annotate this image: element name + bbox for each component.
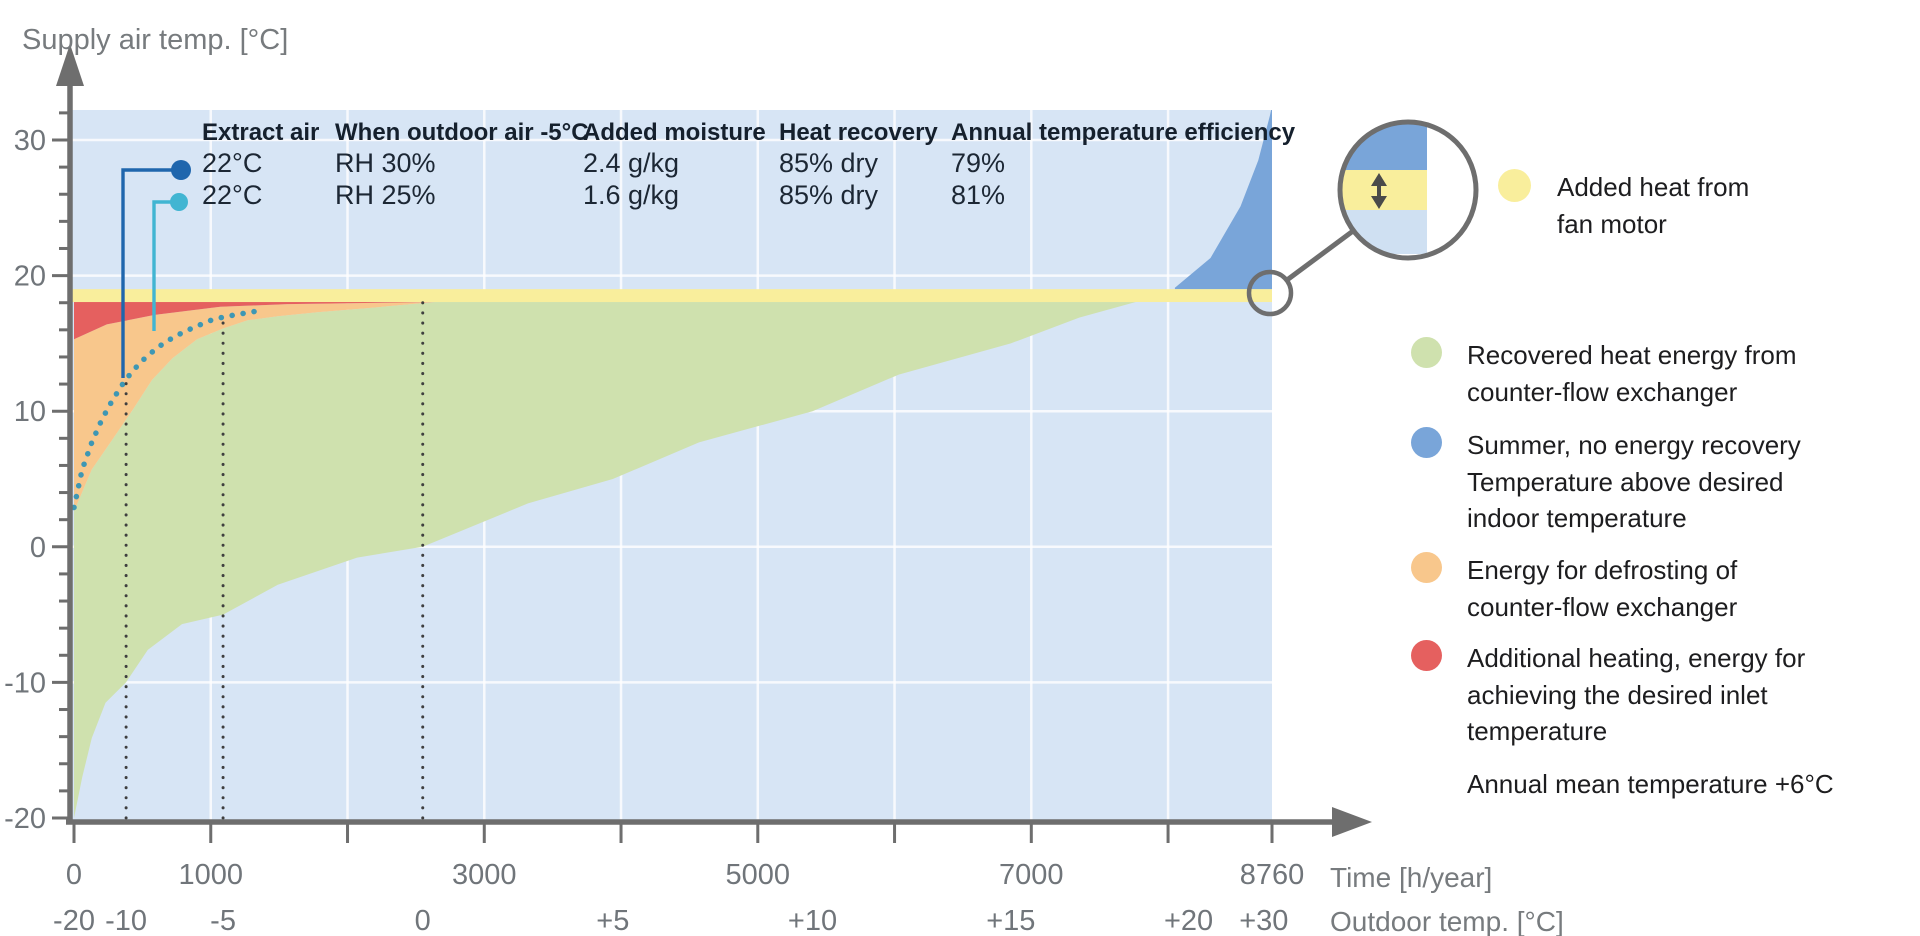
y-tick-label: -10 <box>4 667 46 699</box>
outdoor-temp-label: +10 <box>788 905 837 936</box>
row1_connector-dot <box>171 160 191 180</box>
plot-area <box>72 110 1272 820</box>
axes: -20 -10 0 10 20 30 0 1000 3000 5000 7000 8760 -20 -10… <box>4 44 1372 936</box>
outdoor-temp-label: +30 <box>1239 905 1288 936</box>
area-defrost-energy <box>74 302 435 512</box>
time-tick-label: 7000 <box>999 859 1064 891</box>
area-recovered-heat <box>74 301 1138 818</box>
time-tick-label: 5000 <box>726 859 791 891</box>
legend-item-annual-mean: Annual mean temperature +6°C <box>1411 766 1834 803</box>
x-axis-title-time: Time [h/year] <box>1330 862 1493 893</box>
defrost-limit-dotted-curve <box>72 308 258 511</box>
outdoor-temp-label: -20 <box>53 905 95 936</box>
time-tick-label: 1000 <box>179 859 244 891</box>
y-axis-title: Supply air temp. [°C] <box>22 24 289 56</box>
area-additional-heating <box>74 300 435 340</box>
outdoor-temp-label: 0 <box>415 905 431 936</box>
table-cell: RH 30% <box>335 148 436 178</box>
summer-swatch <box>1411 427 1442 458</box>
table-cell: 22°C <box>202 180 263 210</box>
legend-line: counter-flow exchanger <box>1467 591 1738 622</box>
outdoor-temp-label: +5 <box>596 905 629 936</box>
time-tick-label: 3000 <box>452 859 517 891</box>
table-cell: 79% <box>951 148 1006 178</box>
legend-line: counter-flow exchanger <box>1467 376 1738 407</box>
table-cell: 22°C <box>202 148 263 178</box>
legend-fan-line: Added heat from <box>1557 172 1750 202</box>
outdoor-temp-label: -10 <box>105 905 147 936</box>
table-header-annual-efficiency: Annual temperature efficiency <box>951 119 1296 146</box>
legend-line: Recovered heat energy from <box>1467 340 1797 370</box>
table-cell: 81% <box>951 180 1006 210</box>
fan-heat-swatch <box>1498 169 1531 202</box>
lens-small-circle <box>1246 269 1294 317</box>
outdoor-temp-label: +15 <box>986 905 1035 936</box>
table-header-extract-air: Extract air <box>202 119 320 146</box>
lens-big-circle <box>1337 119 1479 261</box>
lens-content <box>1340 124 1427 254</box>
table-header-heat-recovery: Heat recovery <box>779 119 938 146</box>
x-axis-arrow <box>1332 807 1372 837</box>
y-tick-label: -20 <box>4 803 46 835</box>
legend-line: Energy for defrosting of <box>1467 555 1738 585</box>
magnifier <box>1246 119 1479 317</box>
time-tick-label: 8760 <box>1240 859 1305 891</box>
legend-item-summer: Summer, no energy recovery Temperature a… <box>1411 427 1801 537</box>
legend-item-recovered-heat: Recovered heat energy from counter-flow … <box>1411 337 1797 410</box>
lens-link-line <box>1285 228 1355 283</box>
legend-fan-line: fan motor <box>1557 208 1667 239</box>
lens-stripe-1 <box>1340 170 1427 210</box>
table-header-outdoor-condition: When outdoor air -5°C <box>335 119 589 146</box>
table-header-added-moisture: Added moisture <box>583 119 766 146</box>
table-cell: 85% dry <box>779 148 879 178</box>
defrost-swatch <box>1411 552 1442 583</box>
legend-line: Additional heating, energy for <box>1467 643 1806 673</box>
x-axis-title-outdoor: Outdoor temp. [°C] <box>1330 906 1564 936</box>
legend-fan-heat: Added heat from fan motor <box>1498 169 1749 242</box>
y-tick-label: 20 <box>14 261 46 293</box>
legend-line: temperature <box>1467 716 1608 746</box>
legend-line: Summer, no energy recovery <box>1467 430 1801 460</box>
additional-heating-swatch <box>1411 640 1442 671</box>
outdoor-temp-label: -5 <box>210 905 236 936</box>
y-tick-label: 10 <box>14 396 46 428</box>
table-cell: 2.4 g/kg <box>583 148 680 178</box>
legend-line: Temperature above desired <box>1467 466 1784 497</box>
outdoor-temp-label: +20 <box>1164 905 1213 936</box>
row1_connector-line <box>121 168 181 378</box>
lens-arrowhead-up <box>1371 173 1387 186</box>
legend-line: Annual mean temperature +6°C <box>1467 769 1834 799</box>
legend-line: achieving the desired inlet <box>1467 679 1768 710</box>
y-axis-arrow <box>56 44 84 86</box>
table-cell: 1.6 g/kg <box>583 180 680 210</box>
legend-line: indoor temperature <box>1467 503 1687 533</box>
recovered-heat-swatch <box>1411 337 1442 368</box>
y-tick-label: 30 <box>14 125 46 157</box>
table-cell: 85% dry <box>779 180 879 210</box>
band-fan-motor-heat <box>72 289 1272 303</box>
area-summer-no-recovery <box>1174 110 1272 290</box>
lens-arrowhead-down <box>1371 196 1387 209</box>
row2_connector-dot <box>170 193 188 211</box>
y-tick-label: 0 <box>30 532 46 564</box>
legend-item-defrost: Energy for defrosting of counter-flow ex… <box>1411 552 1737 625</box>
annual-mean-spacer <box>1411 766 1442 797</box>
table-cell: RH 25% <box>335 180 436 210</box>
time-tick-label: 0 <box>66 859 82 891</box>
legend-item-additional-heating: Additional heating, energy for achieving… <box>1411 640 1805 750</box>
